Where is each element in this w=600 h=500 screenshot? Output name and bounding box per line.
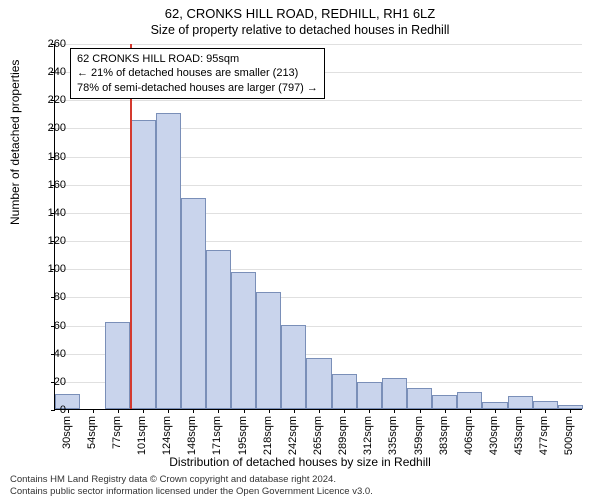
grid-line [55, 100, 582, 101]
y-tick-label: 0 [36, 404, 66, 416]
plot-area [54, 44, 582, 410]
x-tick-mark [495, 409, 496, 413]
x-tick-label: 54sqm [86, 416, 98, 449]
annotation-line: ← 21% of detached houses are smaller (21… [77, 66, 318, 80]
y-tick-label: 160 [36, 179, 66, 191]
x-tick-mark [118, 409, 119, 413]
x-tick-mark [570, 409, 571, 413]
y-tick-label: 140 [36, 207, 66, 219]
histogram-bar [332, 374, 357, 409]
x-tick-label: 242sqm [287, 416, 299, 455]
x-tick-mark [218, 409, 219, 413]
y-tick-label: 20 [36, 376, 66, 388]
x-tick-mark [143, 409, 144, 413]
y-tick-label: 180 [36, 151, 66, 163]
x-tick-label: 312sqm [362, 416, 374, 455]
footer-line: Contains public sector information licen… [10, 486, 373, 498]
y-tick-label: 200 [36, 122, 66, 134]
chart-container: 62, CRONKS HILL ROAD, REDHILL, RH1 6LZ S… [0, 0, 600, 500]
y-tick-label: 60 [36, 320, 66, 332]
x-tick-mark [319, 409, 320, 413]
annotation-line: 62 CRONKS HILL ROAD: 95sqm [77, 52, 318, 66]
y-tick-label: 100 [36, 263, 66, 275]
grid-line [55, 44, 582, 45]
histogram-bar [432, 395, 457, 409]
x-tick-mark [369, 409, 370, 413]
histogram-bar [407, 388, 432, 409]
histogram-bar [357, 382, 382, 409]
x-tick-mark [193, 409, 194, 413]
x-tick-label: 500sqm [563, 416, 575, 455]
x-tick-mark [168, 409, 169, 413]
histogram-bar [382, 378, 407, 409]
x-tick-label: 406sqm [463, 416, 475, 455]
histogram-bar [482, 402, 507, 409]
x-tick-label: 430sqm [488, 416, 500, 455]
y-tick-label: 80 [36, 291, 66, 303]
chart-title: 62, CRONKS HILL ROAD, REDHILL, RH1 6LZ [0, 0, 600, 21]
histogram-bar [105, 322, 130, 409]
x-tick-mark [344, 409, 345, 413]
histogram-bar [130, 120, 155, 409]
annotation-box: 62 CRONKS HILL ROAD: 95sqm ← 21% of deta… [70, 48, 325, 99]
footer-credits: Contains HM Land Registry data © Crown c… [10, 474, 373, 498]
x-tick-mark [244, 409, 245, 413]
x-tick-label: 383sqm [438, 416, 450, 455]
y-tick-label: 120 [36, 235, 66, 247]
histogram-bar [457, 392, 482, 409]
histogram-bar [508, 396, 533, 409]
x-tick-mark [93, 409, 94, 413]
footer-line: Contains HM Land Registry data © Crown c… [10, 474, 373, 486]
x-tick-mark [545, 409, 546, 413]
x-tick-label: 148sqm [186, 416, 198, 455]
x-tick-label: 289sqm [337, 416, 349, 455]
x-tick-label: 171sqm [211, 416, 223, 455]
histogram-bar [181, 198, 206, 409]
x-tick-mark [294, 409, 295, 413]
y-tick-label: 40 [36, 348, 66, 360]
x-tick-label: 195sqm [237, 416, 249, 455]
histogram-bar [281, 325, 306, 409]
x-tick-mark [420, 409, 421, 413]
histogram-bar [533, 401, 558, 409]
x-tick-label: 124sqm [161, 416, 173, 455]
x-tick-label: 335sqm [387, 416, 399, 455]
x-tick-mark [470, 409, 471, 413]
y-tick-label: 260 [36, 38, 66, 50]
histogram-bar [206, 250, 231, 409]
x-tick-label: 477sqm [538, 416, 550, 455]
x-tick-label: 453sqm [513, 416, 525, 455]
x-tick-mark [68, 409, 69, 413]
y-axis-label: Number of detached properties [8, 60, 22, 225]
x-tick-mark [394, 409, 395, 413]
chart-subtitle: Size of property relative to detached ho… [0, 21, 600, 37]
x-tick-label: 218sqm [262, 416, 274, 455]
x-tick-mark [445, 409, 446, 413]
x-tick-label: 265sqm [312, 416, 324, 455]
x-tick-mark [269, 409, 270, 413]
x-tick-mark [520, 409, 521, 413]
x-tick-label: 101sqm [136, 416, 148, 455]
annotation-line: 78% of semi-detached houses are larger (… [77, 81, 318, 95]
y-tick-label: 240 [36, 66, 66, 78]
chart-area [54, 44, 582, 410]
histogram-bar [256, 292, 281, 409]
x-tick-label: 77sqm [111, 416, 123, 449]
histogram-bar [231, 272, 256, 409]
x-tick-label: 30sqm [61, 416, 73, 449]
histogram-bar [156, 113, 181, 409]
histogram-bar [306, 358, 331, 409]
x-tick-label: 359sqm [413, 416, 425, 455]
x-axis-label: Distribution of detached houses by size … [0, 455, 600, 469]
y-tick-label: 220 [36, 94, 66, 106]
